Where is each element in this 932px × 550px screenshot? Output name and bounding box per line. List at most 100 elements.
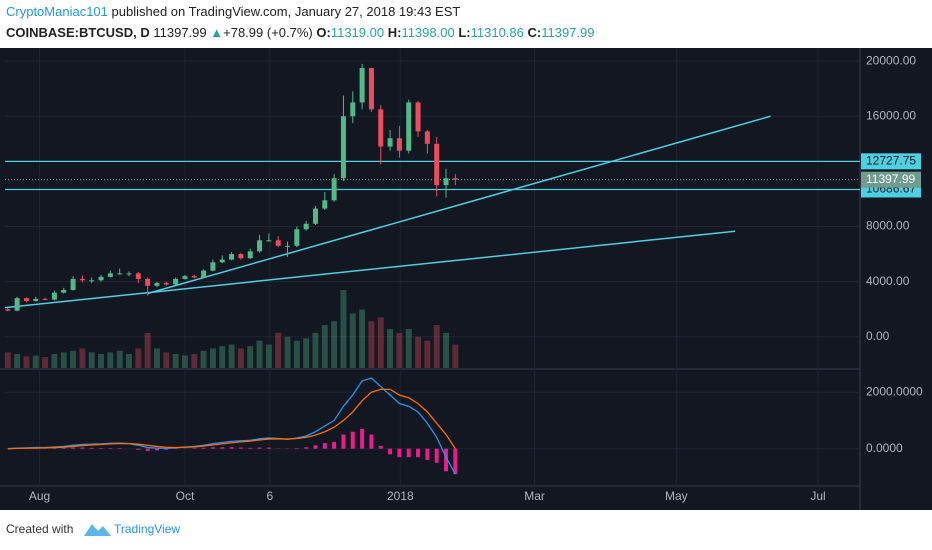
volume-bar xyxy=(256,340,263,368)
volume-bar xyxy=(172,353,179,368)
author[interactable]: CryptoManiac101 xyxy=(6,4,108,19)
candle-body xyxy=(378,109,384,147)
volume-bar xyxy=(135,348,142,368)
candle-body xyxy=(322,200,328,209)
candle-body xyxy=(331,178,337,201)
candle-body xyxy=(415,102,421,132)
histogram-bar xyxy=(164,448,169,450)
change: +78.99 (+0.7%) xyxy=(223,25,313,40)
chart-background xyxy=(0,48,932,510)
volume-bar xyxy=(4,352,11,368)
macd-line xyxy=(7,377,456,475)
candle-body xyxy=(210,262,216,271)
candle-body xyxy=(312,208,318,224)
candle-body xyxy=(275,240,281,246)
histogram-bar xyxy=(229,447,234,449)
volume-bar xyxy=(424,340,431,368)
volume-bar xyxy=(98,353,105,368)
brand[interactable]: TradingView xyxy=(114,522,180,536)
histogram-bar xyxy=(80,447,85,449)
volume-bar xyxy=(181,355,188,368)
candle-body xyxy=(443,178,449,186)
current-price-label: 11397.99 xyxy=(866,172,915,186)
level-label: 12727.75 xyxy=(866,154,916,168)
volume-bar xyxy=(14,353,21,368)
candle-body xyxy=(51,292,57,300)
candle-body xyxy=(98,276,104,281)
y-tick-label: 0.00 xyxy=(866,329,890,343)
volume-bar xyxy=(237,348,244,368)
volume-bar xyxy=(275,332,282,368)
histogram-bar xyxy=(313,445,318,449)
candle-body xyxy=(42,298,48,300)
histogram-bar xyxy=(89,447,94,449)
candle-body xyxy=(219,259,225,263)
volume-bar xyxy=(116,350,123,368)
trendline xyxy=(147,115,771,295)
histogram-bar xyxy=(266,447,271,449)
candle-body xyxy=(61,289,67,293)
candle-body xyxy=(257,240,263,252)
c: 11397.99 xyxy=(541,25,594,40)
y-tick-label: 4000.00 xyxy=(866,274,910,288)
histogram-bar xyxy=(210,447,215,449)
candle-body xyxy=(145,278,151,286)
volume-bar xyxy=(359,309,366,368)
candle-body xyxy=(350,102,356,117)
candle-body xyxy=(191,276,197,278)
y2-tick-label: 2000.0000 xyxy=(866,384,923,398)
volume-bar xyxy=(452,344,459,368)
volume-bar xyxy=(377,317,384,368)
candle-body xyxy=(229,254,235,260)
symbol: COINBASE:BTCUSD, D xyxy=(6,25,150,40)
histogram-bar xyxy=(145,448,150,451)
volume-bar xyxy=(126,353,133,368)
histogram-bar xyxy=(154,448,159,451)
volume-bar xyxy=(163,352,170,368)
volume-bar xyxy=(88,352,95,368)
volume-bar xyxy=(331,321,338,368)
candle-body xyxy=(126,273,132,275)
candle-body xyxy=(14,298,20,311)
volume-bar xyxy=(42,357,49,368)
y-tick-label: 20000.00 xyxy=(866,53,916,67)
histogram-bar xyxy=(136,448,141,450)
histogram-bar xyxy=(201,447,206,449)
histogram-bar xyxy=(220,447,225,449)
candle-body xyxy=(247,251,253,259)
volume-bar xyxy=(107,352,114,368)
l-label: L: xyxy=(458,25,470,40)
volume-bar xyxy=(144,332,151,368)
x-tick-label: 6 xyxy=(266,489,273,503)
volume-bar xyxy=(51,353,58,368)
volume-bar xyxy=(284,336,291,368)
trendline xyxy=(4,230,736,309)
histogram-bar xyxy=(61,447,66,449)
candle-body xyxy=(201,270,207,278)
candle-body xyxy=(89,280,95,282)
candle-body xyxy=(266,240,272,242)
histogram-bar xyxy=(257,447,262,449)
histogram-bar xyxy=(304,447,309,449)
volume-bar xyxy=(219,346,226,368)
candle-body xyxy=(285,245,291,247)
y-tick-label: 8000.00 xyxy=(866,219,910,233)
volume-bar xyxy=(228,344,235,368)
volume-bar xyxy=(415,336,422,368)
h: 11398.00 xyxy=(401,25,454,40)
histogram-bar xyxy=(378,445,383,449)
x-tick-label: Jul xyxy=(810,489,825,503)
histogram-bar xyxy=(425,448,430,460)
histogram-bar xyxy=(322,443,327,449)
volume-bar xyxy=(265,344,272,368)
histogram-bar xyxy=(341,434,346,449)
brand-logo xyxy=(84,524,111,536)
volume-bar xyxy=(349,313,356,368)
histogram-bar xyxy=(52,448,57,449)
signal-line xyxy=(7,388,456,450)
volume-bar xyxy=(405,329,412,368)
candle-body xyxy=(163,283,169,285)
histogram-bar xyxy=(416,448,421,458)
published: published on TradingView.com, January 27… xyxy=(112,4,461,19)
volume-bar xyxy=(396,332,403,368)
